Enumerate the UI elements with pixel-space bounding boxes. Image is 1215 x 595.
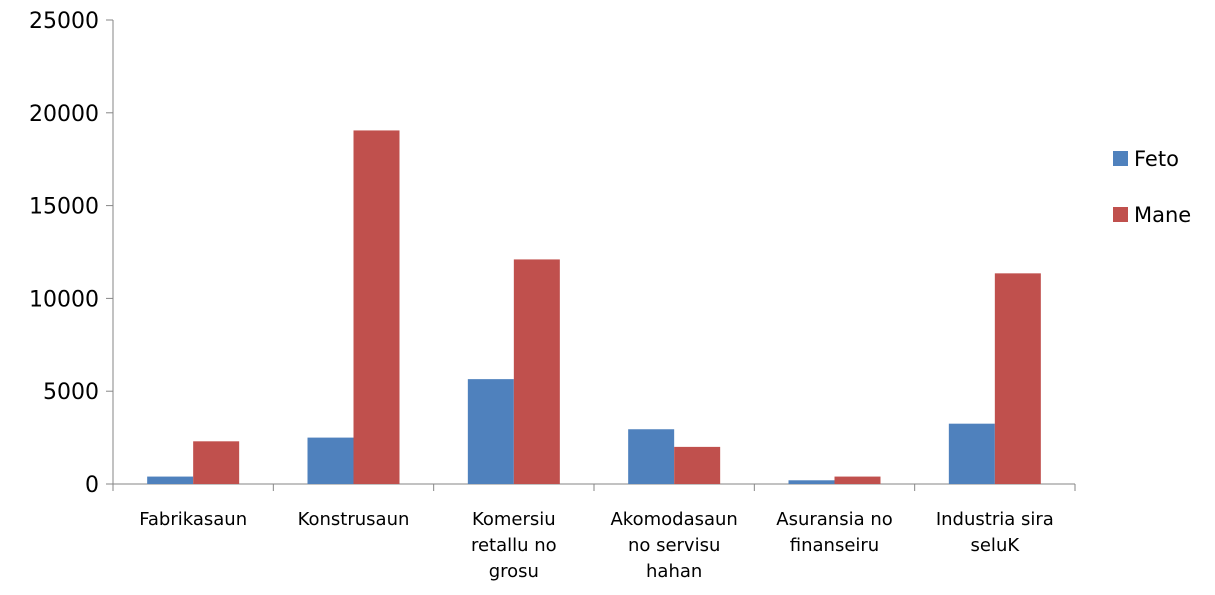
y-tick-label: 15000 xyxy=(29,195,99,220)
x-category-label-line: seluK xyxy=(970,535,1020,556)
bar-mane-0 xyxy=(193,441,240,484)
bar-mane-5 xyxy=(994,273,1041,484)
y-axis: 0 5000 10000 15000 20000 25000 xyxy=(29,9,114,498)
x-category-label: Konstrusaun xyxy=(298,509,410,530)
legend-swatch-mane xyxy=(1113,207,1128,222)
x-category-label-line: grosu xyxy=(489,561,539,582)
bar-feto-3 xyxy=(628,429,675,484)
x-category-label-line: Asuransia no xyxy=(776,509,893,530)
x-category-label: Asuransia no finanseiru xyxy=(776,509,893,556)
x-category-label: Fabrikasaun xyxy=(139,509,247,530)
category-labels: Fabrikasaun Konstrusaun Komersiu retallu no… xyxy=(139,509,1054,582)
x-category-label-line: finanseiru xyxy=(790,535,879,556)
legend-swatch-feto xyxy=(1113,151,1128,166)
x-category-label-line: no servisu xyxy=(628,535,720,556)
x-category-label-line: Komersiu xyxy=(472,509,556,530)
bar-mane-1 xyxy=(353,130,400,484)
bar-mane-2 xyxy=(513,259,560,484)
bar-feto-4 xyxy=(788,480,835,484)
bar-mane-3 xyxy=(674,446,721,484)
bars xyxy=(147,130,1041,484)
x-category-label: Industria sira seluK xyxy=(936,509,1054,556)
bar-feto-0 xyxy=(147,476,194,484)
bar-mane-4 xyxy=(834,476,881,484)
bar-feto-2 xyxy=(467,379,514,484)
legend-label-mane: Mane xyxy=(1134,203,1191,227)
x-category-label-line: Industria sira xyxy=(936,509,1054,530)
y-tick-label: 20000 xyxy=(29,102,99,127)
x-category-label: Komersiu retallu no grosu xyxy=(471,509,557,582)
x-category-label-line: Konstrusaun xyxy=(298,509,410,530)
bar-feto-5 xyxy=(948,423,995,484)
y-tick-label: 10000 xyxy=(29,287,99,312)
y-tick-label: 25000 xyxy=(29,9,99,34)
x-category-label-line: Akomodasaun xyxy=(610,509,737,530)
x-category-label: Akomodasaun no servisu hahan xyxy=(610,509,737,582)
x-category-label-line: hahan xyxy=(646,561,702,582)
x-category-label-line: Fabrikasaun xyxy=(139,509,247,530)
x-axis xyxy=(112,483,1076,491)
y-tick-label: 0 xyxy=(85,473,99,498)
legend-label-feto: Feto xyxy=(1134,147,1179,171)
legend: Feto Mane xyxy=(1113,147,1191,227)
y-tick-label: 5000 xyxy=(43,380,99,405)
bar-feto-1 xyxy=(307,437,354,484)
x-category-label-line: retallu no xyxy=(471,535,557,556)
